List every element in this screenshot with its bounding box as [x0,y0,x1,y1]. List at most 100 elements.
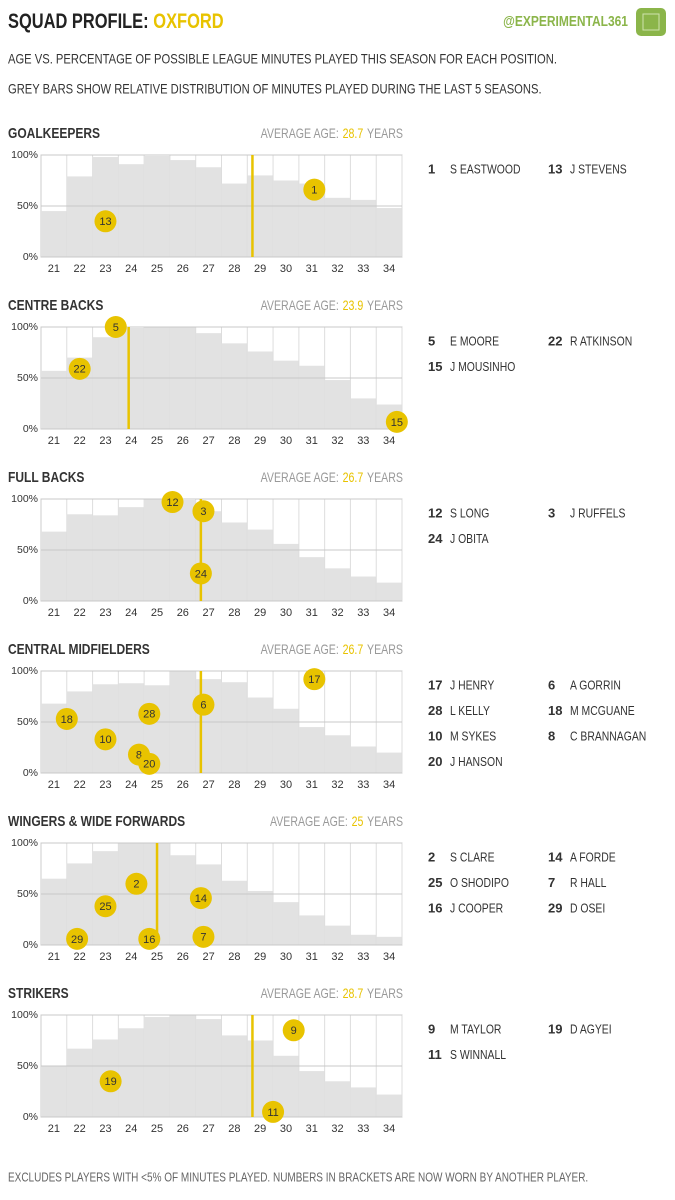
distribution-bar [41,878,67,945]
average-age: AVERAGE AGE:28.7YEARS [261,985,403,1001]
player-dot-label: 17 [308,674,320,686]
player-dot [262,1100,285,1123]
y-tick-label: 50% [17,716,38,728]
distribution-bar [324,1081,351,1117]
x-tick-label: 29 [254,435,266,447]
distribution-bar [376,1094,402,1117]
x-tick-label: 27 [202,951,214,963]
x-tick-label: 26 [177,1123,189,1135]
distribution-bar [66,176,93,257]
legend-name: O SHODIPO [450,875,509,890]
player-dot-label: 2 [133,879,139,891]
average-age-unit: YEARS [367,469,403,485]
player-dot [138,752,161,775]
x-tick-label: 24 [125,435,137,447]
footer-note: EXCLUDES PLAYERS WITH <5% OF MINUTES PLA… [8,1170,588,1184]
distribution-bar [118,328,145,429]
player-dot-label: 1 [311,185,317,197]
x-tick-label: 28 [228,607,240,619]
x-tick-label: 28 [228,435,240,447]
legend-name: M MCGUANE [570,703,635,718]
player-dot-label: 13 [99,216,111,228]
x-tick-label: 22 [74,263,86,275]
legend-number: 11 [428,1047,442,1062]
legend-number: 20 [428,754,442,769]
player-dot-label: 28 [143,709,155,721]
player-dot-label: 9 [291,1025,297,1037]
legend-name: J HENRY [450,677,495,692]
distribution-bar [118,164,145,257]
player-dot-label: 7 [200,932,206,944]
distribution-bar [221,880,248,945]
y-tick-label: 0% [23,423,38,435]
x-tick-label: 29 [254,951,266,963]
distribution-bar [324,735,351,773]
x-tick-label: 25 [151,607,163,619]
x-tick-label: 29 [254,779,266,791]
legend-name: S EASTWOOD [450,161,521,176]
x-tick-label: 33 [357,951,369,963]
distribution-bar [41,370,67,429]
distribution-bar [66,1048,93,1117]
player-dot [161,491,184,514]
panel-title: WINGERS & WIDE FORWARDS [8,813,185,830]
x-tick-label: 24 [125,951,137,963]
x-tick-label: 24 [125,779,137,791]
legend-name: E MOORE [450,333,499,348]
x-tick-label: 34 [383,607,395,619]
average-age-label: AVERAGE AGE: [261,125,339,141]
distribution-bar [195,511,222,601]
average-age-value: 28.7 [343,985,364,1001]
legend-name: A FORDE [570,849,616,864]
average-age-label: AVERAGE AGE: [261,297,339,313]
average-age-unit: YEARS [367,125,403,141]
y-tick-label: 0% [23,595,38,607]
distribution-bar [144,1017,170,1117]
player-dot [55,707,78,730]
legend-name: A GORRIN [570,677,621,692]
distribution-bar [350,398,377,429]
x-tick-label: 21 [48,779,60,791]
player-dot [125,872,148,895]
x-tick-label: 34 [383,779,395,791]
logo-pitch [642,13,660,31]
x-tick-label: 29 [254,263,266,275]
distribution-bar [298,557,325,601]
player-dot-label: 29 [71,934,83,946]
panel-title: GOALKEEPERS [8,125,100,142]
legend-name: R HALL [570,875,606,890]
panel-title: FULL BACKS [8,469,84,486]
distribution-bar [41,211,67,257]
legend-number: 17 [428,677,442,692]
legend-number: 5 [428,333,435,348]
x-tick-label: 22 [74,951,86,963]
legend-name: J MOUSINHO [450,359,515,374]
average-age: AVERAGE AGE:28.7YEARS [261,125,403,141]
distribution-bar [247,351,274,429]
title-text: SQUAD PROFILE: [8,10,149,33]
x-tick-label: 21 [48,607,60,619]
x-tick-label: 25 [151,779,163,791]
legend-number: 1 [428,161,435,176]
distribution-bar [195,167,222,257]
y-tick-label: 50% [17,888,38,900]
panel-title: STRIKERS [8,985,69,1002]
x-tick-label: 23 [99,779,111,791]
distribution-bar [324,380,351,429]
legend-number: 9 [428,1021,435,1036]
player-dot [192,925,215,948]
distribution-bar [376,582,402,601]
player-dot [94,728,117,751]
player-dot [138,702,161,725]
x-tick-label: 25 [151,263,163,275]
legend-name: R ATKINSON [570,333,632,348]
player-dot-label: 25 [99,901,111,913]
x-tick-label: 21 [48,1123,60,1135]
x-tick-label: 22 [74,779,86,791]
legend-number: 12 [428,505,442,520]
legend-number: 8 [548,728,555,743]
distribution-bar [221,682,248,773]
x-tick-label: 31 [306,607,318,619]
y-tick-label: 0% [23,939,38,951]
